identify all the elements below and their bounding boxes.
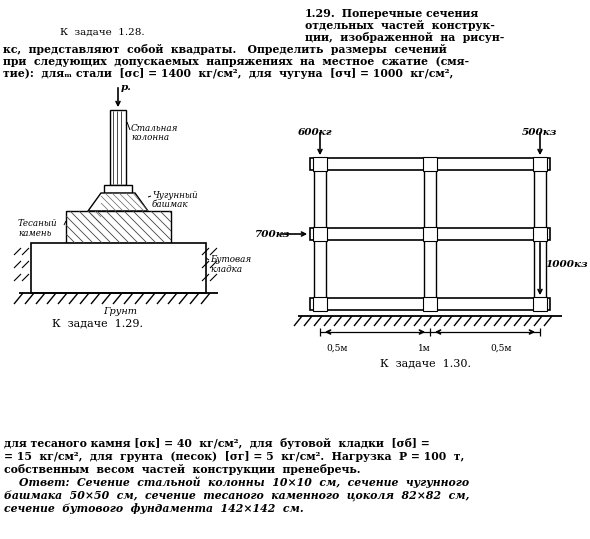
Bar: [31, 243, 206, 293]
Text: 700кз: 700кз: [255, 230, 290, 239]
Text: 1м: 1м: [418, 344, 431, 353]
Text: отдельных  частей  конструк-: отдельных частей конструк-: [305, 20, 495, 31]
Bar: [310, 158, 550, 170]
Text: сечение  бутового  фундамента  142×142  см.: сечение бутового фундамента 142×142 см.: [4, 503, 304, 514]
Bar: [533, 157, 547, 171]
Bar: [313, 297, 327, 311]
Text: собственным  весом  частей  конструкции  пренебречь.: собственным весом частей конструкции пре…: [4, 464, 360, 475]
Bar: [110, 110, 126, 185]
Text: 0,5м: 0,5м: [490, 344, 512, 353]
Text: 1000кз: 1000кз: [545, 260, 588, 269]
Text: К  задаче  1.30.: К задаче 1.30.: [380, 358, 471, 368]
Text: кладка: кладка: [210, 265, 242, 274]
Text: кс,  представляют  собой  квадраты.   Определить  размеры  сечений: кс, представляют собой квадраты. Определ…: [3, 44, 447, 55]
Text: Чугунный: Чугунный: [152, 191, 198, 200]
Bar: [104, 185, 132, 193]
Bar: [313, 227, 327, 241]
Text: Ответ:  Сечение  стальной  колонны  10×10  см,  сечение  чугунного: Ответ: Сечение стальной колонны 10×10 см…: [4, 477, 469, 488]
Bar: [534, 170, 546, 298]
Text: Бутовая: Бутовая: [210, 255, 251, 264]
Bar: [533, 227, 547, 241]
Text: 600кг: 600кг: [298, 128, 333, 137]
Text: башмак: башмак: [152, 200, 189, 209]
Bar: [423, 227, 437, 241]
Text: тие):  дляₘ стали  [σс] = 1400  кг/см²,  для  чугуна  [σч] = 1000  кг/см²,: тие): дляₘ стали [σс] = 1400 кг/см², для…: [3, 68, 453, 79]
Bar: [310, 228, 550, 240]
Text: К  задаче  1.28.: К задаче 1.28.: [60, 28, 145, 37]
Text: К  задаче  1.29.: К задаче 1.29.: [52, 318, 143, 328]
Text: 1.29.: 1.29.: [305, 8, 336, 19]
Text: Грунт: Грунт: [103, 307, 137, 316]
Text: камень: камень: [18, 229, 51, 238]
Text: 500кз: 500кз: [522, 128, 558, 137]
Text: при  следующих  допускаемых  напряжениях  на  местное  сжатие  (смя-: при следующих допускаемых напряжениях на…: [3, 56, 469, 67]
Bar: [314, 170, 326, 298]
Bar: [310, 298, 550, 310]
Text: для тесаного камня [σк] = 40  кг/см²,  для  бутовой  кладки  [σб] =: для тесаного камня [σк] = 40 кг/см², для…: [4, 438, 430, 449]
Text: колонна: колонна: [131, 133, 169, 142]
Bar: [424, 170, 436, 298]
Polygon shape: [88, 193, 148, 211]
Text: 0,5м: 0,5м: [326, 344, 348, 353]
Bar: [423, 157, 437, 171]
Text: Стальная: Стальная: [131, 124, 178, 133]
Bar: [423, 297, 437, 311]
Bar: [533, 297, 547, 311]
Text: башмака  50×50  см,  сечение  тесаного  каменного  цоколя  82×82  см,: башмака 50×50 см, сечение тесаного камен…: [4, 490, 470, 501]
Text: ции,  изображенной  на  рисун-: ции, изображенной на рисун-: [305, 32, 504, 43]
Bar: [66, 211, 171, 243]
Text: p.: p.: [121, 83, 132, 92]
Text: Поперечные сечения: Поперечные сечения: [338, 8, 478, 19]
Text: = 15  кг/см²,  для  грунта  (песок)  [σг] = 5  кг/см².  Нагрузка  P = 100  т,: = 15 кг/см², для грунта (песок) [σг] = 5…: [4, 451, 464, 462]
Bar: [313, 157, 327, 171]
Text: Тесаный: Тесаный: [18, 219, 58, 228]
